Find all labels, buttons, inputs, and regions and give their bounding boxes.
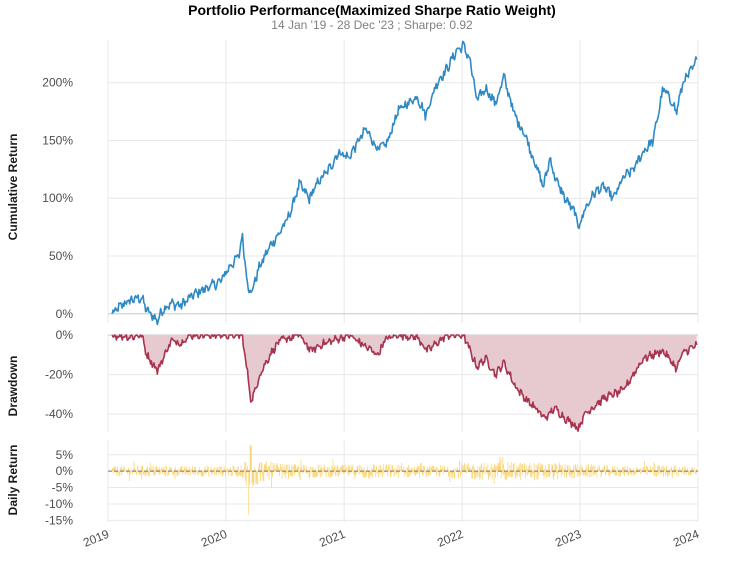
chart-title: Portfolio Performance(Maximized Sharpe R… xyxy=(188,2,556,18)
x-tick-label-2021: 2021 xyxy=(317,527,347,550)
cumulative-return-tick-label-3: 150% xyxy=(42,133,73,147)
drawdown-area xyxy=(112,335,697,432)
drawdown-tick-label-1: -20% xyxy=(45,368,73,382)
daily-return-tick-label-4: -15% xyxy=(45,513,73,527)
cumulative-return-tick-label-0: 0% xyxy=(56,307,74,321)
grid-layer xyxy=(107,40,699,522)
drawdown-panel: Drawdown 0% -20% -40% xyxy=(6,328,698,432)
drawdown-tick-label-0: 0% xyxy=(56,328,74,342)
daily-return-bars xyxy=(111,445,698,515)
drawdown-tick-label-2: -40% xyxy=(45,407,73,421)
cumulative-return-ticks: 0% 50% 100% 150% 200% xyxy=(42,76,73,321)
cumulative-return-line xyxy=(111,40,698,326)
cumulative-return-tick-label-4: 200% xyxy=(42,76,73,90)
drawdown-line xyxy=(111,334,698,432)
cumulative-return-axis-label: Cumulative Return xyxy=(6,134,20,241)
drawdown-ticks: 0% -20% -40% xyxy=(45,328,73,421)
cumulative-return-panel: Cumulative Return 0% 50% 100% 150% 200% xyxy=(6,40,698,326)
x-axis-ticks: 2019 2020 2021 2022 2023 2024 xyxy=(81,527,701,550)
cumulative-return-tick-label-1: 50% xyxy=(49,249,73,263)
daily-return-axis-label: Daily Return xyxy=(6,445,20,516)
drawdown-axis-label: Drawdown xyxy=(6,356,20,417)
daily-return-tick-label-3: -10% xyxy=(45,497,73,511)
daily-return-panel: Daily Return 5% 0% -5% -10% -15% xyxy=(6,445,698,528)
x-tick-label-2024: 2024 xyxy=(671,527,701,550)
daily-return-ticks: 5% 0% -5% -10% -15% xyxy=(45,448,73,528)
chart-subtitle: 14 Jan '19 - 28 Dec '23 ; Sharpe: 0.92 xyxy=(271,18,473,32)
x-tick-label-2023: 2023 xyxy=(553,527,583,550)
daily-return-tick-label-2: -5% xyxy=(52,481,74,495)
daily-return-tick-label-1: 0% xyxy=(56,464,74,478)
daily-return-tick-label-0: 5% xyxy=(56,448,74,462)
x-tick-label-2020: 2020 xyxy=(199,527,229,550)
x-tick-label-2022: 2022 xyxy=(435,527,465,550)
cumulative-return-tick-label-2: 100% xyxy=(42,191,73,205)
x-tick-label-2019: 2019 xyxy=(81,527,111,550)
